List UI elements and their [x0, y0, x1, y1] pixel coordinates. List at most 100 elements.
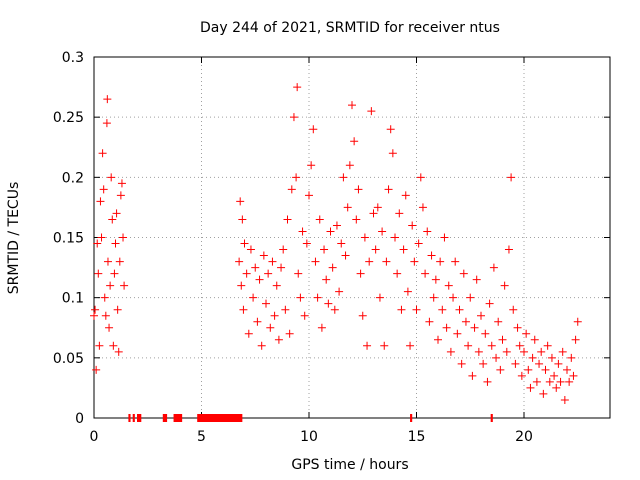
data-points [90, 83, 582, 404]
data-point [502, 347, 511, 356]
data-point [530, 335, 539, 344]
data-point [522, 329, 531, 338]
data-point [114, 347, 123, 356]
data-point [93, 239, 102, 248]
data-point [492, 353, 501, 362]
data-point [496, 365, 505, 374]
data-point [111, 239, 120, 248]
data-point [116, 191, 125, 200]
data-point [434, 335, 442, 344]
data-point [438, 305, 447, 314]
data-point [517, 371, 526, 380]
data-point [474, 347, 483, 356]
zero-value-cluster [173, 414, 183, 422]
data-point [115, 257, 124, 266]
data-point [386, 125, 395, 134]
data-point [293, 83, 302, 92]
data-point [425, 317, 434, 326]
data-point [528, 353, 537, 362]
data-point [266, 323, 275, 332]
data-point [427, 251, 436, 260]
data-point [442, 323, 451, 332]
data-point [440, 233, 449, 242]
data-point [285, 329, 294, 338]
data-point [343, 203, 352, 212]
data-point [103, 257, 112, 266]
data-point [360, 233, 369, 242]
data-point [375, 293, 384, 302]
x-tick-labels: 0 5 10 15 20 [90, 429, 533, 445]
data-point [416, 173, 425, 182]
data-point [287, 185, 296, 194]
data-point [573, 317, 582, 326]
data-point [489, 263, 498, 272]
data-point [90, 311, 98, 320]
data-point [547, 353, 556, 362]
data-point [537, 347, 546, 356]
x-tick-label: 15 [408, 429, 426, 445]
data-point [270, 311, 279, 320]
data-point [554, 359, 563, 368]
zero-value-cluster [132, 414, 135, 422]
data-point [371, 245, 380, 254]
data-point [479, 359, 488, 368]
data-point [305, 191, 313, 200]
x-tick-label: 0 [90, 429, 99, 445]
data-point [238, 215, 247, 224]
data-point [365, 257, 374, 266]
zero-line-markers [128, 414, 493, 422]
zero-value-cluster [128, 414, 131, 422]
data-point [397, 305, 406, 314]
data-point [97, 233, 106, 242]
data-point [543, 341, 552, 350]
data-point [281, 305, 290, 314]
data-point [406, 341, 415, 350]
data-point [367, 107, 376, 116]
data-point [257, 341, 266, 350]
data-point [556, 377, 565, 386]
data-point [103, 95, 112, 104]
data-point [477, 311, 485, 320]
data-point [92, 365, 101, 374]
data-point [117, 179, 126, 188]
data-point [545, 377, 554, 386]
zero-value-cluster [137, 414, 142, 422]
data-point [509, 305, 518, 314]
data-point [451, 257, 460, 266]
data-point [481, 329, 490, 338]
data-point [535, 359, 544, 368]
data-point [300, 311, 309, 320]
data-point [96, 197, 105, 206]
data-point [332, 221, 341, 230]
data-point [339, 173, 348, 182]
y-tick-label: 0 [75, 411, 84, 427]
data-point [112, 209, 121, 218]
data-point [315, 215, 324, 224]
y-tick-label: 0.15 [53, 231, 84, 247]
data-point [109, 341, 118, 350]
data-point [262, 299, 270, 308]
data-point [382, 257, 391, 266]
data-point [244, 329, 253, 338]
data-point [277, 263, 286, 272]
data-point [302, 239, 311, 248]
data-point [418, 203, 427, 212]
data-point [106, 281, 115, 290]
data-point [539, 389, 548, 398]
data-point [403, 287, 412, 296]
y-tick-label: 0.2 [62, 170, 84, 186]
data-point [259, 251, 268, 260]
data-point [507, 173, 516, 182]
data-point [313, 293, 322, 302]
data-point [309, 125, 318, 134]
data-point [100, 293, 109, 302]
data-point [120, 281, 129, 290]
data-point [461, 317, 470, 326]
data-point [429, 293, 438, 302]
data-point [515, 341, 524, 350]
zero-value-cluster [162, 414, 168, 422]
data-point [369, 209, 378, 218]
data-point [95, 341, 104, 350]
data-point [264, 269, 273, 278]
